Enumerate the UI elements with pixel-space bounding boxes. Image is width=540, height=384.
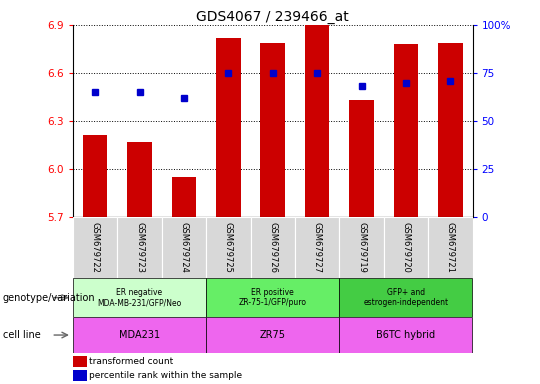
Text: cell line: cell line	[3, 330, 40, 340]
Text: genotype/variation: genotype/variation	[3, 293, 96, 303]
Text: ZR75: ZR75	[260, 330, 286, 340]
Bar	[73, 217, 117, 278]
Bar	[260, 43, 285, 217]
Text: GSM679719: GSM679719	[357, 222, 366, 273]
Text: ER negative
MDA-MB-231/GFP/Neo: ER negative MDA-MB-231/GFP/Neo	[97, 288, 181, 307]
Bar	[83, 136, 107, 217]
Bar	[206, 278, 339, 317]
Bar	[295, 217, 339, 278]
Text: GFP+ and
estrogen-independent: GFP+ and estrogen-independent	[363, 288, 448, 307]
Bar	[428, 217, 472, 278]
Bar	[73, 356, 87, 367]
Text: GSM679721: GSM679721	[446, 222, 455, 273]
Text: GSM679720: GSM679720	[401, 222, 410, 273]
Title: GDS4067 / 239466_at: GDS4067 / 239466_at	[197, 10, 349, 24]
Text: MDA231: MDA231	[119, 330, 160, 340]
Bar	[339, 317, 472, 353]
Text: GSM679724: GSM679724	[179, 222, 188, 273]
Text: GSM679727: GSM679727	[313, 222, 322, 273]
Bar	[127, 142, 152, 217]
Bar	[117, 217, 161, 278]
Text: transformed count: transformed count	[89, 357, 173, 366]
Bar	[73, 278, 206, 317]
Bar	[161, 217, 206, 278]
Bar	[251, 217, 295, 278]
Bar	[339, 278, 472, 317]
Bar	[73, 370, 87, 381]
Text: GSM679722: GSM679722	[91, 222, 99, 273]
Bar	[349, 100, 374, 217]
Bar	[172, 177, 196, 217]
Text: percentile rank within the sample: percentile rank within the sample	[89, 371, 242, 380]
Text: ER positive
ZR-75-1/GFP/puro: ER positive ZR-75-1/GFP/puro	[239, 288, 307, 307]
Bar	[384, 217, 428, 278]
Bar	[206, 217, 251, 278]
Bar	[339, 217, 384, 278]
Bar	[438, 43, 462, 217]
Text: GSM679723: GSM679723	[135, 222, 144, 273]
Bar	[216, 38, 240, 217]
Text: GSM679725: GSM679725	[224, 222, 233, 273]
Bar	[73, 317, 206, 353]
Bar	[305, 22, 329, 217]
Bar	[394, 44, 418, 217]
Text: B6TC hybrid: B6TC hybrid	[376, 330, 435, 340]
Text: GSM679726: GSM679726	[268, 222, 277, 273]
Bar	[206, 317, 339, 353]
